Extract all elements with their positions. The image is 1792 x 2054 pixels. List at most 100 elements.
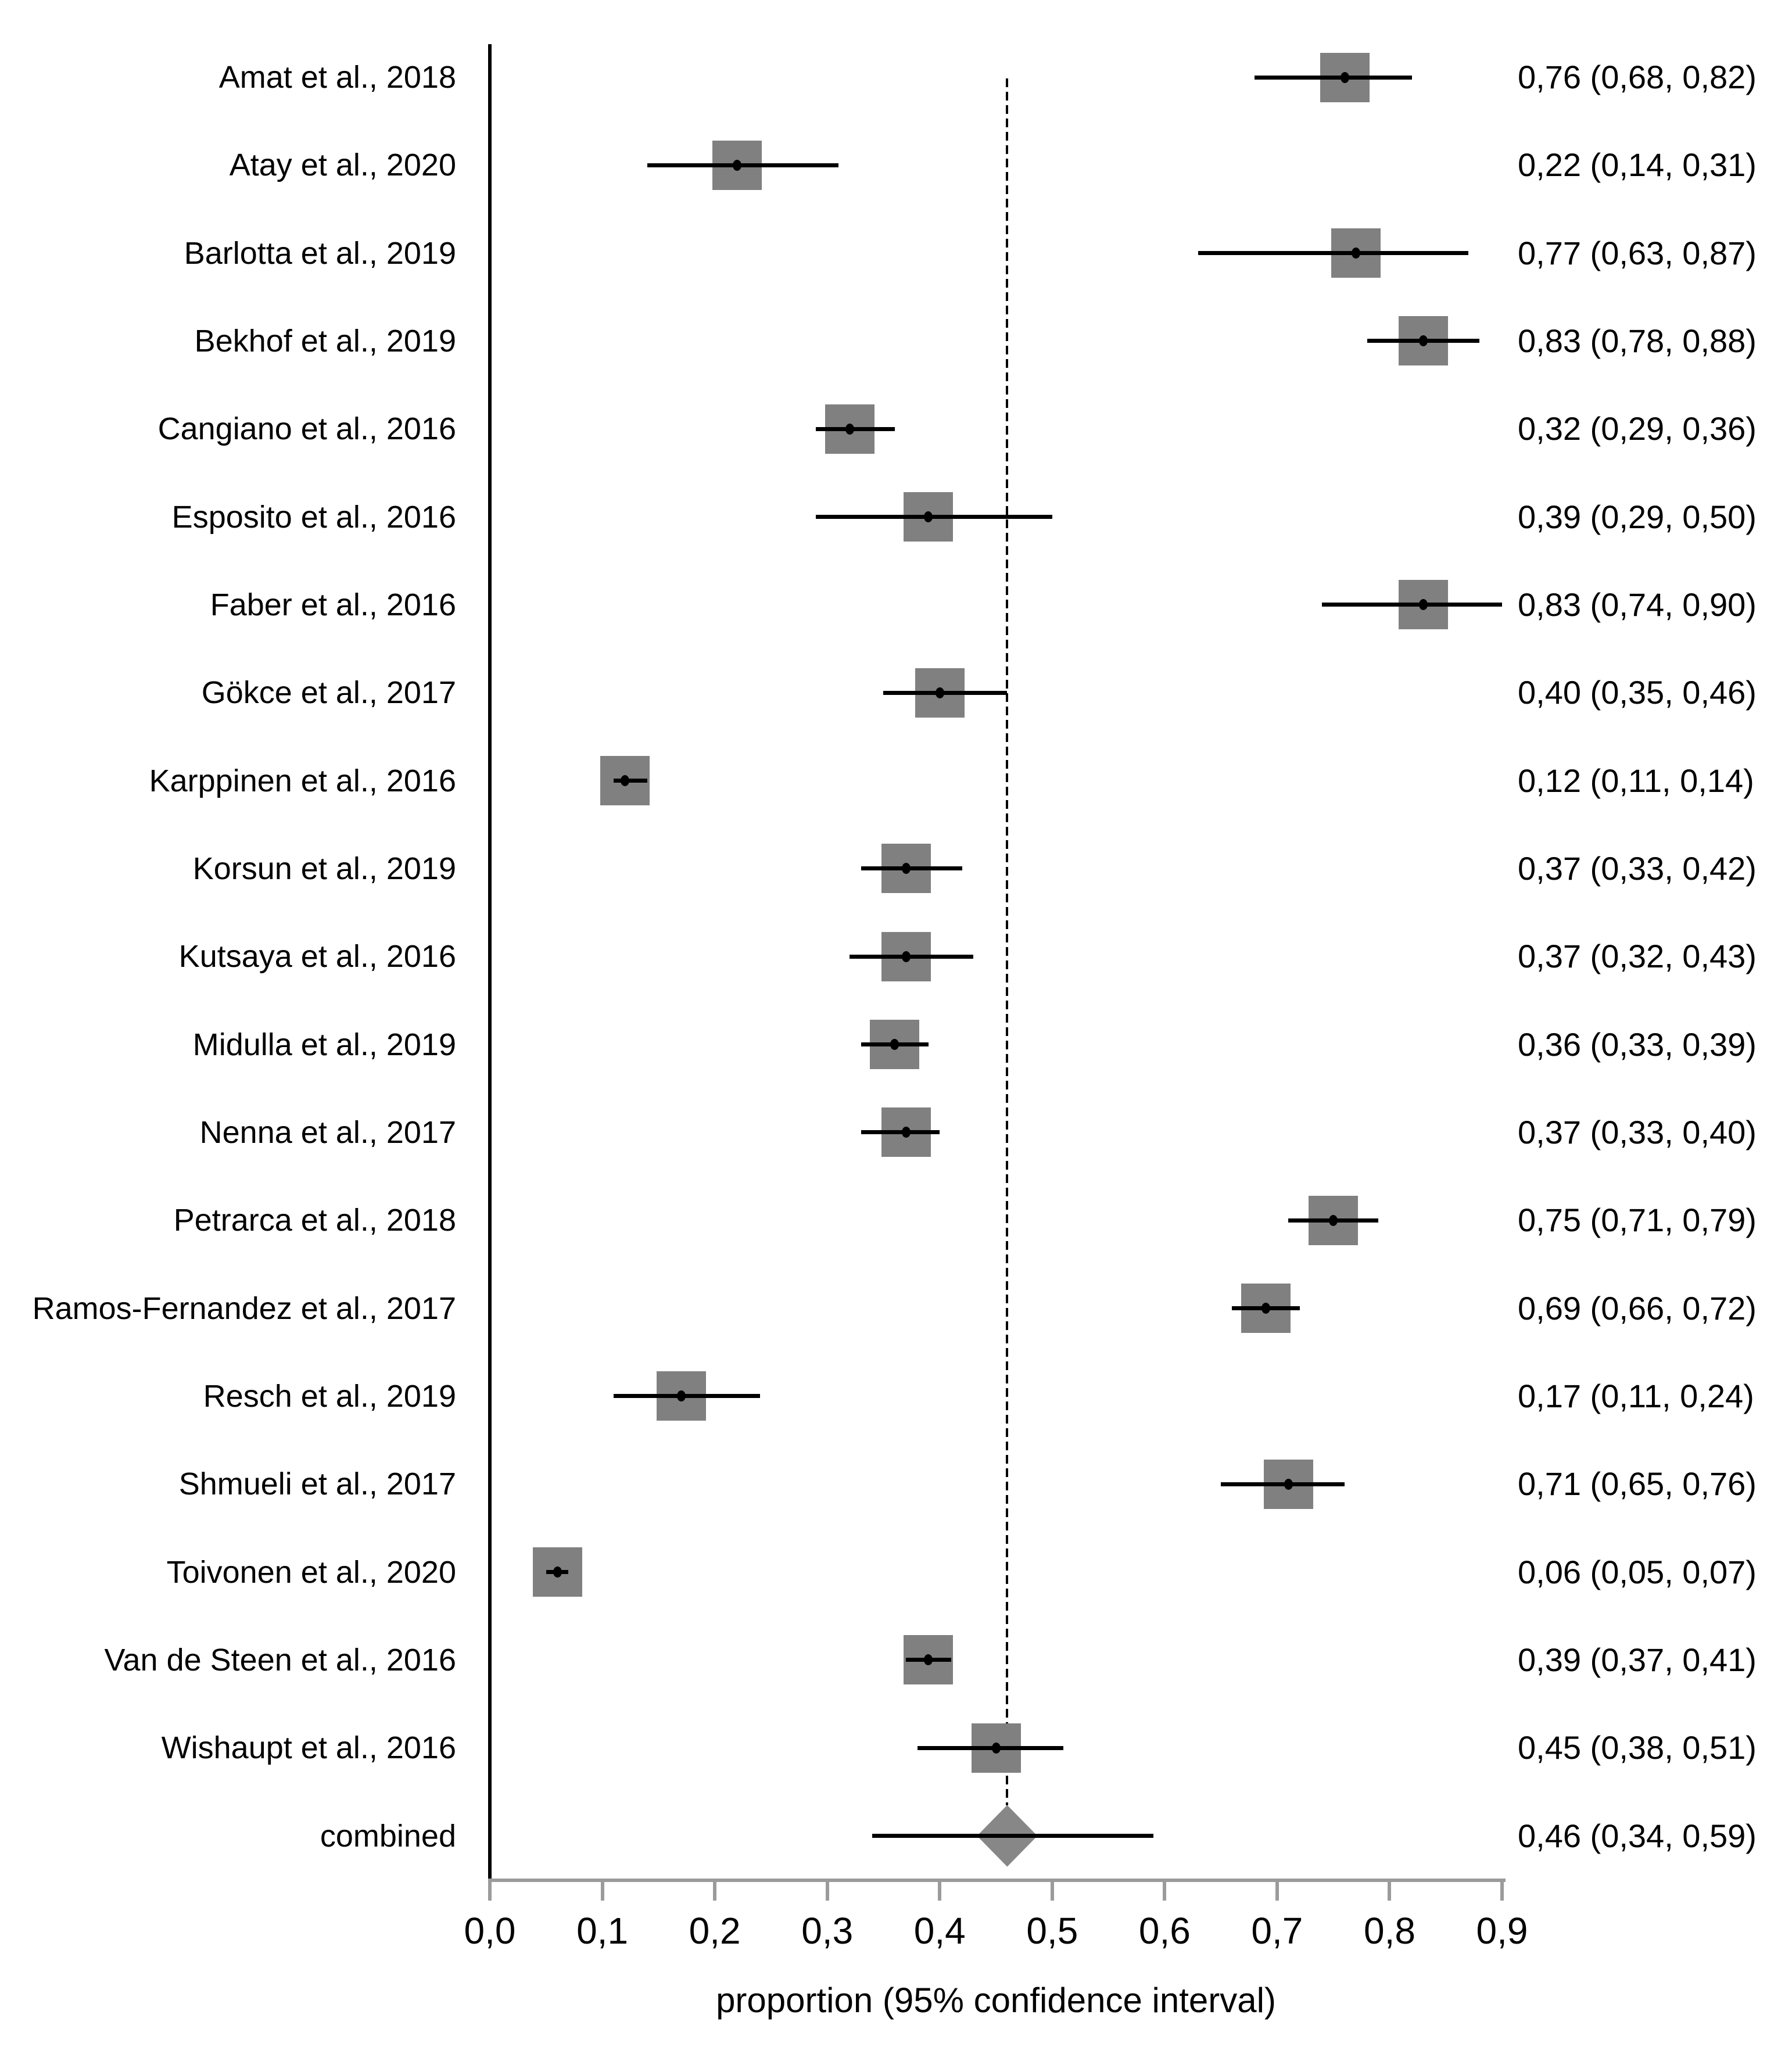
axis-tick	[713, 1882, 717, 1901]
ci-line	[850, 954, 974, 959]
point-estimate-dot	[1284, 1478, 1293, 1490]
point-estimate-dot	[1419, 335, 1428, 347]
axis-tick	[825, 1882, 829, 1901]
point-estimate-dot	[890, 1039, 899, 1051]
study-label: Atay et al., 2020	[229, 148, 456, 183]
value-label: 0,83 (0,78, 0,88)	[1518, 322, 1757, 359]
value-label: 0,71 (0,65, 0,76)	[1518, 1465, 1757, 1503]
point-estimate-dot	[1351, 248, 1360, 259]
point-estimate-dot	[901, 951, 911, 962]
ci-line	[647, 163, 839, 167]
value-label: 0,45 (0,38, 0,51)	[1518, 1729, 1757, 1766]
tick-label: 0,8	[1363, 1910, 1415, 1952]
value-label: 0,40 (0,35, 0,46)	[1518, 674, 1757, 711]
tick-label: 0,1	[576, 1910, 629, 1952]
ci-line	[883, 690, 1008, 695]
point-estimate-dot	[620, 775, 629, 787]
study-label: Karppinen et al., 2016	[149, 763, 456, 798]
study-label: Esposito et al., 2016	[171, 499, 456, 535]
tick-label: 0,6	[1138, 1910, 1191, 1952]
point-estimate-dot	[935, 687, 944, 698]
ci-line	[1198, 251, 1468, 256]
study-label: Petrarca et al., 2018	[173, 1203, 456, 1238]
ci-line	[917, 1745, 1064, 1750]
study-label: Kutsaya et al., 2016	[178, 939, 456, 974]
study-label: Wishaupt et al., 2016	[161, 1730, 456, 1766]
ci-line	[1221, 1482, 1345, 1486]
study-label: Korsun et al., 2019	[192, 851, 456, 886]
ci-line	[1322, 603, 1503, 607]
value-label: 0,32 (0,29, 0,36)	[1518, 410, 1757, 447]
point-estimate-dot	[924, 511, 933, 523]
ci-line	[613, 779, 647, 783]
tick-label: 0,0	[464, 1910, 516, 1952]
value-label: 0,39 (0,29, 0,50)	[1518, 498, 1757, 535]
ci-line	[816, 515, 1052, 519]
point-estimate-dot	[991, 1742, 1001, 1754]
study-label: Toivonen et al., 2020	[166, 1554, 456, 1590]
value-label: 0,37 (0,33, 0,40)	[1518, 1113, 1757, 1150]
value-label: 0,12 (0,11, 0,14)	[1518, 762, 1754, 799]
tick-label: 0,5	[1026, 1910, 1078, 1952]
axis-tick	[600, 1882, 604, 1901]
x-axis-line	[488, 1879, 1506, 1882]
value-label: 0,76 (0,68, 0,82)	[1518, 59, 1757, 95]
tick-label: 0,9	[1476, 1910, 1528, 1952]
axis-tick	[1275, 1882, 1279, 1901]
tick-label: 0,2	[689, 1910, 741, 1952]
study-label: Bekhof et al., 2019	[194, 323, 456, 359]
value-label: 0,83 (0,74, 0,90)	[1518, 586, 1757, 623]
point-estimate-dot	[845, 423, 854, 435]
study-label: combined	[320, 1818, 456, 1854]
axis-tick	[938, 1882, 942, 1901]
ci-line	[613, 1394, 760, 1399]
axis-tick	[1388, 1882, 1392, 1901]
value-label: 0,06 (0,05, 0,07)	[1518, 1553, 1757, 1590]
value-label: 0,22 (0,14, 0,31)	[1518, 146, 1757, 184]
x-axis-title: proportion (95% confidence interval)	[716, 1981, 1276, 2020]
axis-tick	[488, 1882, 492, 1901]
study-label: Shmueli et al., 2017	[178, 1467, 456, 1502]
value-label: 0,69 (0,66, 0,72)	[1518, 1289, 1757, 1327]
study-label: Gökce et al., 2017	[201, 675, 456, 711]
tick-label: 0,7	[1251, 1910, 1303, 1952]
study-label: Cangiano et al., 2016	[157, 411, 456, 447]
study-label: Van de Steen et al., 2016	[104, 1642, 456, 1677]
ci-line	[1255, 75, 1413, 80]
point-estimate-dot	[1329, 1214, 1338, 1226]
study-label: Nenna et al., 2017	[199, 1114, 456, 1150]
pooled-estimate-reference-line	[1006, 78, 1008, 1805]
point-estimate-dot	[901, 863, 911, 874]
tick-label: 0,3	[801, 1910, 854, 1952]
axis-tick	[1500, 1882, 1504, 1901]
point-estimate-dot	[924, 1654, 933, 1666]
value-label: 0,46 (0,34, 0,59)	[1518, 1817, 1757, 1854]
study-label: Barlotta et al., 2019	[184, 235, 456, 271]
point-estimate-dot	[733, 159, 742, 171]
point-estimate-dot	[1340, 71, 1349, 83]
axis-tick	[1163, 1882, 1167, 1901]
value-label: 0,39 (0,37, 0,41)	[1518, 1641, 1757, 1678]
study-label: Amat et al., 2018	[218, 60, 456, 95]
point-estimate-dot	[676, 1390, 686, 1402]
study-label: Ramos-Fernandez et al., 2017	[32, 1291, 456, 1326]
point-estimate-dot	[1419, 599, 1428, 611]
value-label: 0,17 (0,11, 0,24)	[1518, 1377, 1754, 1414]
value-label: 0,37 (0,32, 0,43)	[1518, 938, 1757, 975]
point-estimate-dot	[1261, 1303, 1271, 1314]
value-label: 0,36 (0,33, 0,39)	[1518, 1026, 1757, 1063]
study-label: Midulla et al., 2019	[192, 1027, 456, 1062]
ci-line	[861, 1130, 940, 1135]
study-label: Faber et al., 2016	[210, 587, 456, 622]
value-label: 0,75 (0,71, 0,79)	[1518, 1202, 1757, 1239]
value-label: 0,37 (0,33, 0,42)	[1518, 849, 1757, 887]
ci-line	[816, 426, 895, 431]
point-estimate-dot	[553, 1567, 562, 1578]
ci-line	[861, 866, 962, 871]
axis-tick	[1050, 1882, 1054, 1901]
value-label: 0,77 (0,63, 0,87)	[1518, 234, 1757, 271]
ci-line	[872, 1834, 1153, 1838]
study-label: Resch et al., 2019	[203, 1378, 456, 1414]
point-estimate-dot	[901, 1127, 911, 1138]
